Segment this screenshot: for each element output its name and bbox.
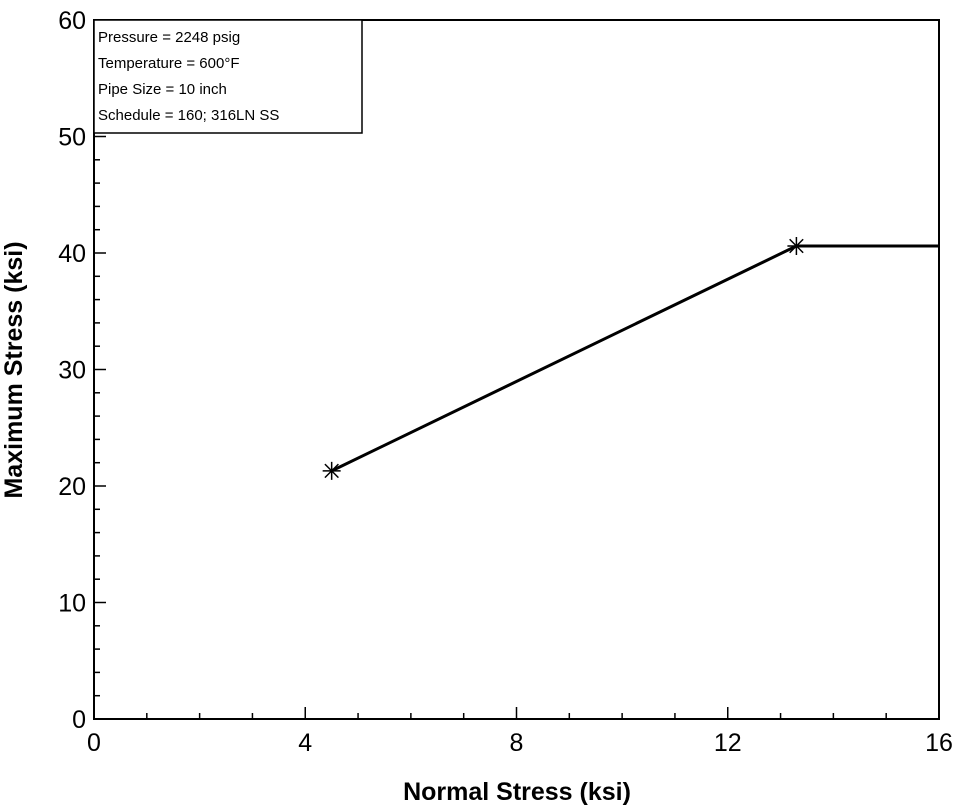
series-line	[331, 244, 939, 473]
x-tick-label: 12	[714, 729, 742, 757]
asterisk-stroke	[324, 463, 339, 479]
tick-labels: 0 4 8 12 16 0 10 20 30 40 50 60	[58, 7, 953, 757]
annotation-frame	[93, 19, 363, 134]
y-tick-label: 40	[58, 240, 86, 268]
data-series	[322, 237, 939, 480]
annotation-pressure: Pressure = 2248 psig	[98, 29, 240, 46]
y-tick-label: 0	[72, 706, 86, 734]
annotation-temperature: Temperature = 600°F	[98, 55, 240, 72]
asterisk-stroke	[789, 238, 804, 254]
asterisk-marker	[322, 461, 341, 480]
y-tick-label: 20	[58, 473, 86, 501]
axis-ticks	[93, 19, 940, 720]
y-tick-label: 50	[58, 124, 86, 152]
y-axis-title: Maximum Stress (ksi)	[0, 241, 28, 498]
x-tick-label: 0	[87, 729, 101, 757]
annotation-box: Pressure = 2248 psig Temperature = 600°F…	[93, 19, 363, 134]
x-tick-label: 16	[925, 729, 953, 757]
x-tick-label: 8	[510, 729, 524, 757]
annotation-schedule: Schedule = 160; 316LN SS	[98, 107, 279, 124]
x-tick-label: 4	[298, 729, 312, 757]
y-tick-label: 30	[58, 357, 86, 385]
y-tick-label: 10	[58, 590, 86, 618]
x-axis-title: Normal Stress (ksi)	[403, 778, 631, 806]
annotation-pipe-size: Pipe Size = 10 inch	[98, 81, 227, 98]
y-tick-label: 60	[58, 7, 86, 35]
asterisk-marker	[787, 237, 806, 256]
